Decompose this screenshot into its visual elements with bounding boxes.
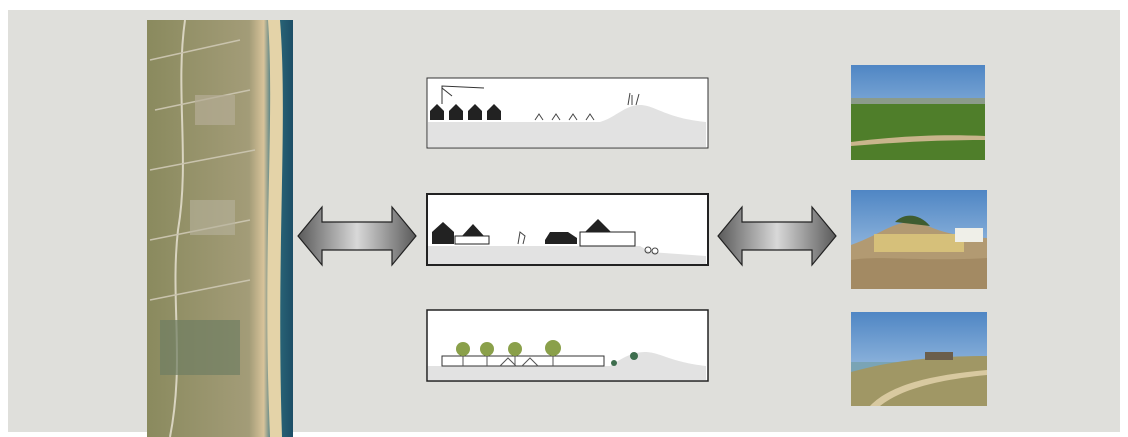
aerial-photo bbox=[147, 20, 293, 437]
section-sketch bbox=[427, 194, 708, 265]
section-sketch bbox=[427, 78, 708, 148]
diagram bbox=[0, 0, 1128, 437]
page bbox=[0, 0, 1128, 437]
landscape-photo bbox=[851, 312, 987, 406]
landscape-photo bbox=[851, 65, 985, 160]
section-sketch bbox=[427, 310, 708, 381]
landscape-photo bbox=[851, 190, 987, 289]
